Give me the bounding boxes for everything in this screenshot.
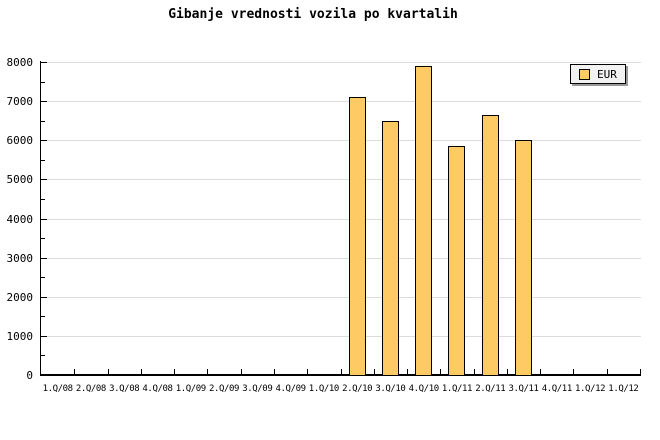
- y-gridline: [41, 62, 641, 63]
- y-minor-tick: [41, 81, 45, 83]
- y-tick-label: 1000: [6, 329, 34, 343]
- y-gridline: [41, 335, 641, 337]
- x-boundary-tick: [207, 369, 209, 375]
- bar-4.Q/10: [415, 65, 433, 375]
- x-tick-label: 4.Q/11: [541, 384, 573, 394]
- plot-area: [41, 62, 641, 375]
- x-tick-label: 2.Q/11: [475, 384, 506, 394]
- x-boundary-tick: [240, 369, 242, 375]
- y-minor-tick: [41, 316, 45, 318]
- legend-label: EUR: [597, 67, 617, 81]
- x-boundary-tick: [506, 369, 508, 375]
- y-tick-label: 6000: [6, 134, 34, 148]
- y-tick-label: 2000: [6, 290, 34, 304]
- x-tick-label: 1.Q/08: [42, 384, 74, 394]
- y-tick-label: 8000: [6, 56, 34, 69]
- y-minor-tick: [41, 120, 45, 122]
- x-tick-label: 1.Q/12: [575, 384, 606, 394]
- y-tick-label: 7000: [6, 95, 34, 109]
- x-boundary-tick: [440, 369, 442, 375]
- y-gridline: [41, 257, 641, 259]
- chart-title: Gibanje vrednosti vozila po kvartalih: [168, 7, 458, 22]
- y-gridline: [41, 179, 641, 181]
- y-minor-tick: [41, 238, 45, 240]
- x-boundary-tick: [640, 369, 641, 375]
- x-tick-label: 1.Q/12: [608, 384, 639, 394]
- x-tick-label: 3.Q/09: [242, 384, 273, 394]
- x-boundary-tick: [606, 369, 608, 375]
- x-boundary-tick: [273, 369, 275, 375]
- bar-3.Q/10: [381, 120, 399, 375]
- y-major-tick: [41, 179, 47, 181]
- x-boundary-tick: [307, 369, 309, 375]
- y-major-tick: [41, 62, 47, 63]
- x-boundary-tick: [373, 369, 375, 375]
- x-boundary-tick: [340, 369, 342, 375]
- x-boundary-tick: [573, 369, 575, 375]
- x-tick-label: 2.Q/10: [342, 384, 373, 394]
- x-tick-label: 1.Q/11: [441, 384, 473, 394]
- x-boundary-tick: [107, 369, 109, 375]
- y-axis-line: [40, 61, 41, 376]
- x-tick-label: 3.Q/10: [375, 384, 406, 394]
- y-major-tick: [41, 296, 47, 298]
- x-boundary-tick: [473, 369, 475, 375]
- bar-1.Q/11: [448, 146, 466, 375]
- x-tick-label: 4.Q/08: [142, 384, 173, 394]
- y-major-tick: [41, 335, 47, 337]
- x-boundary-tick: [407, 369, 409, 375]
- legend-swatch-eur: [579, 68, 590, 80]
- legend-box: EUR: [570, 64, 626, 84]
- x-tick-label: 4.Q/09: [275, 384, 307, 394]
- y-tick-label: 3000: [6, 251, 34, 265]
- y-gridline: [41, 218, 641, 220]
- y-gridline: [41, 296, 641, 298]
- y-major-tick: [41, 218, 47, 220]
- y-gridline: [41, 140, 641, 142]
- y-minor-tick: [41, 355, 45, 357]
- y-tick-label: 5000: [6, 173, 34, 187]
- x-boundary-tick: [174, 369, 176, 375]
- x-tick-label: 2.Q/08: [75, 384, 107, 394]
- x-tick-label: 1.Q/10: [308, 384, 340, 394]
- x-tick-label: 2.Q/09: [208, 384, 240, 394]
- bar-3.Q/11: [515, 140, 533, 375]
- x-tick-label: 1.Q/09: [175, 384, 207, 394]
- y-major-tick: [41, 140, 47, 142]
- y-gridline: [41, 101, 641, 103]
- y-minor-tick: [41, 159, 45, 161]
- y-major-tick: [41, 101, 47, 103]
- y-major-tick: [41, 257, 47, 259]
- y-tick-label: 0: [26, 369, 33, 382]
- x-boundary-tick: [74, 369, 76, 375]
- x-tick-label: 3.Q/08: [109, 384, 140, 394]
- bar-2.Q/10: [348, 97, 366, 375]
- x-boundary-tick: [140, 369, 142, 375]
- x-tick-label: 3.Q/11: [508, 384, 539, 394]
- x-axis-line: [40, 374, 641, 376]
- x-boundary-tick: [540, 369, 542, 375]
- bar-2.Q/11: [481, 114, 499, 375]
- y-minor-tick: [41, 198, 45, 200]
- x-tick-label: 4.Q/10: [408, 384, 440, 394]
- y-minor-tick: [41, 277, 45, 279]
- y-tick-label: 4000: [6, 212, 34, 226]
